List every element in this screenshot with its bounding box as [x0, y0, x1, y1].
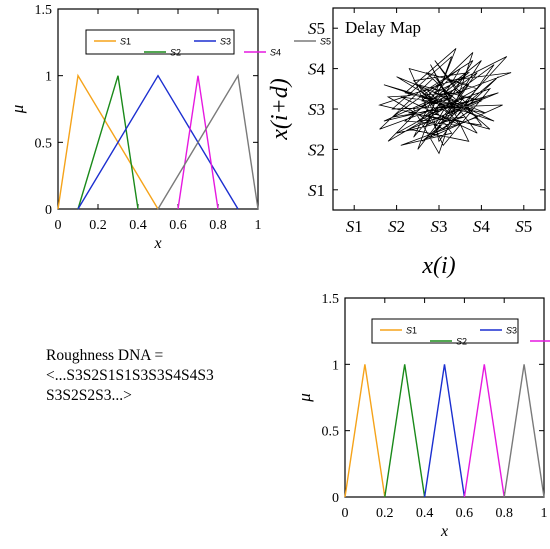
y-axis-label: μ — [295, 393, 314, 403]
dna-line-3: S3S2S2S3...> — [46, 387, 132, 404]
series-s5-line — [503, 364, 545, 498]
legend-s4-label: S4 — [270, 48, 281, 58]
y-tick-label: S3 — [308, 100, 325, 119]
delay-map-trace — [378, 48, 512, 155]
y-tick-label: 0.5 — [322, 425, 340, 440]
x-tick-label: 1 — [255, 218, 262, 233]
legend-s3-label: S3 — [220, 37, 231, 47]
chart-title: Delay Map — [345, 18, 421, 37]
x-axis-label: x — [440, 523, 448, 540]
series-s2-line — [77, 75, 139, 210]
y-tick-label: 0.5 — [35, 136, 53, 151]
dna-line-2: <...S3S2S1S1S3S3S4S4S3 — [46, 367, 214, 384]
y-axis-label: x(i+d) — [267, 78, 293, 141]
legend-box — [371, 318, 519, 344]
y-tick-label: S5 — [308, 19, 325, 38]
x-tick-label: 0.4 — [416, 506, 434, 521]
series-s3-line — [423, 364, 466, 498]
membership-chart-top: 0 0.2 0.4 0.6 0.8 1 0 0.5 1 1.5 x μ S1 S2 S3 S4 S5 — [8, 3, 331, 252]
x-tick-label: 0.8 — [209, 218, 227, 233]
legend-s2-label: S2 — [456, 337, 467, 347]
y-tick-label: S2 — [308, 140, 325, 159]
plot-frame — [332, 7, 546, 211]
x-tick-label: S4 — [473, 217, 491, 236]
legend-box — [85, 29, 235, 55]
y-tick-label: S1 — [308, 181, 325, 200]
legend-s5-label: S5 — [320, 37, 331, 47]
y-tick-label: 0 — [45, 203, 52, 218]
x-tick-label: 0.6 — [169, 218, 187, 233]
y-tick-label: 1.5 — [322, 292, 340, 307]
x-tick-label: 0.8 — [495, 506, 513, 521]
series-s1-line — [57, 73, 159, 210]
y-tick-label: S4 — [308, 60, 326, 79]
legend-s1-label: S1 — [406, 326, 417, 336]
roughness-dna-text: Roughness DNA = <...S3S2S1S1S3S3S4S4S3 S… — [46, 346, 214, 406]
x-tick-label: S3 — [431, 217, 448, 236]
legend-s2-label: S2 — [170, 48, 181, 58]
dna-line-1: Roughness DNA = — [46, 347, 164, 364]
series-s5-line — [157, 73, 259, 210]
x-tick-label: 0.2 — [376, 506, 394, 521]
series-s1-line — [344, 364, 386, 498]
x-axis-label: x — [153, 235, 161, 252]
series-s2-line — [384, 364, 426, 498]
series-s4-line — [463, 364, 505, 498]
x-tick-label: S2 — [388, 217, 405, 236]
legend: S1 S2 S3 S4 S5 — [85, 29, 331, 58]
y-tick-label: 0 — [332, 491, 339, 506]
x-tick-label: 0.2 — [89, 218, 107, 233]
y-axis-label: μ — [8, 105, 27, 115]
x-tick-label: S1 — [346, 217, 363, 236]
series-s3-line — [77, 74, 239, 210]
y-tick-label: 1.5 — [35, 3, 53, 18]
y-tick-label: 1 — [45, 70, 52, 85]
x-tick-label: 0.6 — [456, 506, 474, 521]
x-tick-label: 1 — [541, 506, 548, 521]
x-axis-label: x(i) — [421, 253, 455, 279]
plot-frame — [344, 297, 545, 498]
legend-s3-label: S3 — [506, 326, 517, 336]
x-tick-label: 0 — [55, 218, 62, 233]
x-tick-label: S5 — [515, 217, 532, 236]
legend-s1-label: S1 — [120, 37, 131, 47]
x-tick-label: 0.4 — [129, 218, 147, 233]
x-tick-label: 0 — [342, 506, 349, 521]
y-tick-label: 1 — [332, 358, 339, 373]
